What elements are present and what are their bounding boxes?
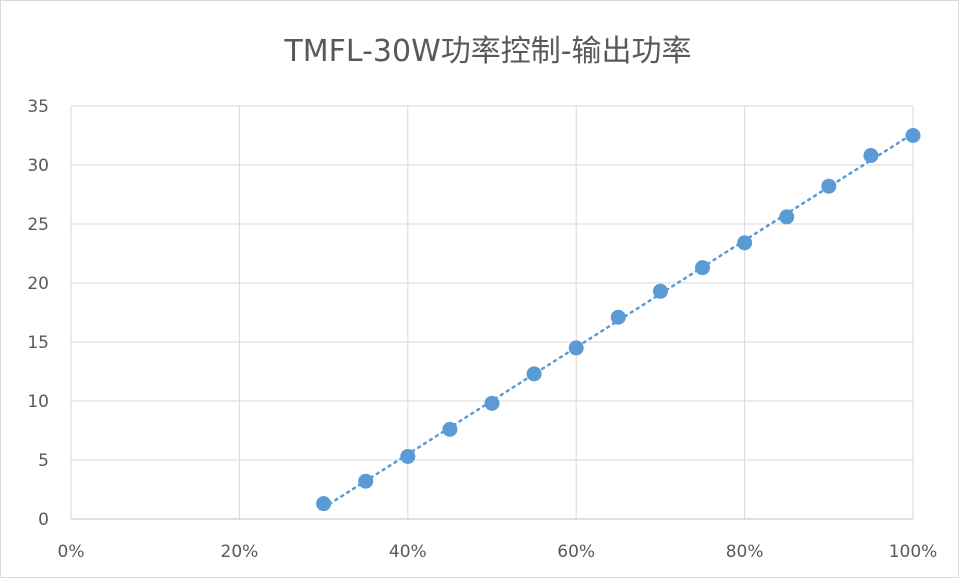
x-tick-label: 40% <box>389 542 427 562</box>
data-point <box>610 309 626 325</box>
y-tick-label: 25 <box>27 215 49 235</box>
data-point <box>526 366 542 382</box>
y-tick-label: 20 <box>27 274 49 294</box>
y-tick-label: 15 <box>27 333 49 353</box>
y-axis-tick-labels: 0 5 10 15 20 25 30 35 <box>27 97 49 530</box>
x-axis-tick-labels: 0% 20% 40% 60% 80% 100% <box>58 542 938 562</box>
data-point <box>905 128 921 143</box>
data-points <box>316 128 921 512</box>
y-tick-label: 5 <box>38 451 49 471</box>
data-point <box>316 496 332 512</box>
data-point <box>400 448 416 464</box>
chart-title: TMFL-30W功率控制-输出功率 <box>283 34 691 69</box>
data-point <box>484 395 500 411</box>
data-point <box>568 340 584 356</box>
x-tick-label: 60% <box>557 542 595 562</box>
data-point <box>695 260 710 276</box>
data-point <box>863 148 879 164</box>
data-point <box>652 283 668 299</box>
x-tick-label: 0% <box>58 542 85 562</box>
data-point <box>442 421 458 437</box>
x-tick-label: 80% <box>726 542 764 562</box>
grid-lines <box>71 105 914 519</box>
data-point <box>779 209 795 225</box>
x-tick-label: 100% <box>889 542 938 562</box>
y-tick-label: 35 <box>27 97 49 117</box>
y-tick-label: 30 <box>27 156 49 176</box>
y-tick-label: 0 <box>38 510 49 530</box>
data-point <box>358 473 374 489</box>
x-tick-label: 20% <box>221 542 259 562</box>
data-point <box>821 178 837 194</box>
y-tick-label: 10 <box>27 392 49 412</box>
axes <box>70 106 913 520</box>
data-point <box>737 235 753 251</box>
